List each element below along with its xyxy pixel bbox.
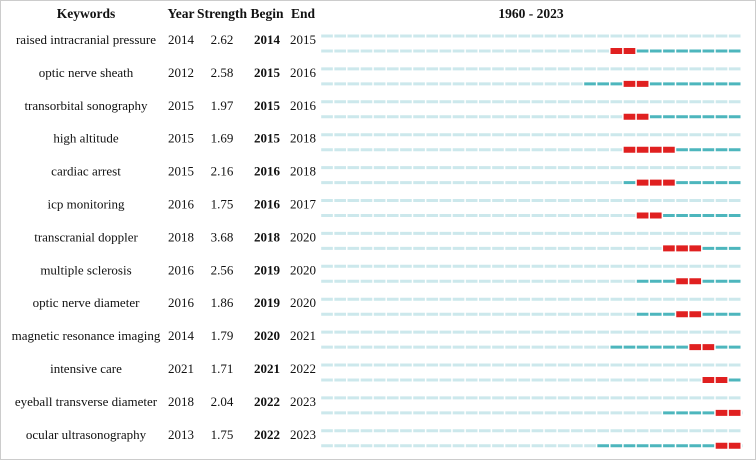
begin: 2015 — [254, 131, 281, 146]
keyword: eyeball transverse diameter — [15, 394, 158, 409]
strength: 1.75 — [211, 427, 234, 442]
strength: 1.75 — [211, 196, 234, 211]
end: 2016 — [290, 98, 317, 113]
keyword: high altitude — [53, 131, 119, 146]
strength: 2.04 — [211, 394, 234, 409]
end: 2023 — [290, 394, 316, 409]
year: 2018 — [168, 394, 194, 409]
end: 2018 — [290, 131, 316, 146]
year: 2015 — [168, 98, 194, 113]
begin: 2015 — [254, 65, 281, 80]
begin: 2018 — [254, 229, 281, 244]
header: 1960 - 2023 — [498, 6, 563, 21]
begin: 2022 — [254, 427, 280, 442]
end: 2020 — [290, 262, 316, 277]
keyword: icp monitoring — [48, 196, 125, 211]
keyword: cardiac arrest — [51, 164, 121, 179]
year: 2016 — [168, 295, 195, 310]
year: 2016 — [168, 262, 195, 277]
end: 2015 — [290, 32, 316, 47]
end: 2020 — [290, 229, 316, 244]
keyword: raised intracranial pressure — [16, 32, 156, 47]
keyword: transcranial doppler — [34, 229, 138, 244]
header: Begin — [250, 6, 283, 21]
strength: 1.69 — [211, 131, 234, 146]
end: 2021 — [290, 328, 316, 343]
end: 2016 — [290, 65, 317, 80]
timeline-area — [320, 34, 742, 449]
begin: 2016 — [254, 196, 281, 211]
header: End — [291, 6, 316, 21]
end: 2023 — [290, 427, 316, 442]
keyword: optic nerve sheath — [39, 65, 134, 80]
keyword: optic nerve diameter — [33, 295, 141, 310]
begin: 2019 — [254, 295, 281, 310]
keyword: magnetic resonance imaging — [12, 328, 161, 343]
end: 2017 — [290, 196, 317, 211]
year: 2018 — [168, 229, 194, 244]
year: 2012 — [168, 65, 194, 80]
strength: 1.79 — [211, 328, 234, 343]
strength: 2.16 — [211, 164, 234, 179]
header: Year — [168, 6, 195, 21]
strength: 2.58 — [211, 65, 234, 80]
end: 2022 — [290, 361, 316, 376]
year: 2015 — [168, 164, 194, 179]
year: 2014 — [168, 32, 195, 47]
end: 2020 — [290, 295, 316, 310]
year: 2014 — [168, 328, 195, 343]
begin: 2015 — [254, 98, 281, 113]
strength: 2.62 — [211, 32, 234, 47]
year: 2015 — [168, 131, 194, 146]
begin: 2014 — [254, 32, 281, 47]
end: 2018 — [290, 164, 316, 179]
strength: 1.97 — [211, 98, 234, 113]
strength: 1.71 — [211, 361, 234, 376]
header: Keywords — [57, 6, 116, 21]
year: 2013 — [168, 427, 194, 442]
keyword: transorbital sonography — [24, 98, 148, 113]
keyword: ocular ultrasonography — [26, 427, 147, 442]
year: 2016 — [168, 196, 195, 211]
year: 2021 — [168, 361, 194, 376]
keyword: intensive care — [50, 361, 122, 376]
header: Strength — [197, 6, 247, 21]
begin: 2021 — [254, 361, 280, 376]
begin: 2016 — [254, 164, 281, 179]
keyword: multiple sclerosis — [40, 262, 131, 277]
strength: 3.68 — [211, 229, 234, 244]
begin: 2020 — [254, 328, 280, 343]
begin: 2019 — [254, 262, 281, 277]
begin: 2022 — [254, 394, 280, 409]
strength: 2.56 — [211, 262, 234, 277]
strength: 1.86 — [211, 295, 234, 310]
